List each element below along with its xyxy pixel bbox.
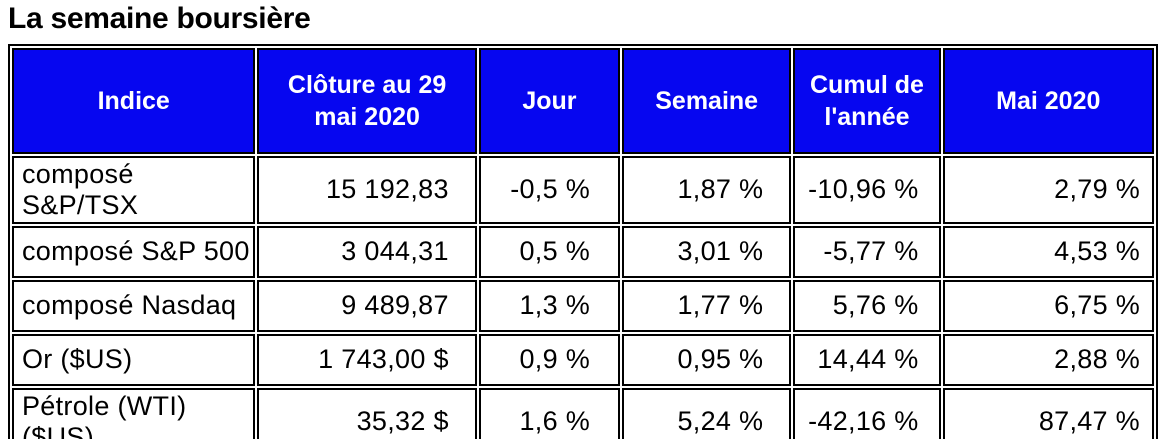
cell-jour: 0,9 % bbox=[478, 333, 621, 386]
col-header-indice: Indice bbox=[12, 47, 256, 154]
cell-cloture: 1 743,00 $ bbox=[257, 333, 477, 386]
table-row: composé S&P 500 3 044,31 0,5 % 3,01 % -5… bbox=[12, 225, 1154, 278]
cell-mai: 4,53 % bbox=[942, 225, 1154, 278]
cell-cloture: 3 044,31 bbox=[257, 225, 477, 278]
cell-indice: Pétrole (WTI) ($US) bbox=[12, 387, 256, 439]
cell-semaine: 3,01 % bbox=[622, 225, 792, 278]
header-row: Indice Clôture au 29 mai 2020 Jour Semai… bbox=[12, 47, 1154, 154]
cell-indice: composé S&P/TSX bbox=[12, 155, 256, 224]
col-header-semaine: Semaine bbox=[622, 47, 792, 154]
cell-mai: 2,79 % bbox=[942, 155, 1154, 224]
table-row: composé S&P/TSX 15 192,83 -0,5 % 1,87 % … bbox=[12, 155, 1154, 224]
cell-indice: composé S&P 500 bbox=[12, 225, 256, 278]
page-title: La semaine boursière bbox=[8, 2, 311, 35]
cell-semaine: 1,77 % bbox=[622, 279, 792, 332]
market-week-table: Indice Clôture au 29 mai 2020 Jour Semai… bbox=[8, 43, 1158, 439]
col-header-cloture: Clôture au 29 mai 2020 bbox=[257, 47, 477, 154]
cell-cumul: 5,76 % bbox=[793, 279, 941, 332]
cell-indice: Or ($US) bbox=[12, 333, 256, 386]
col-header-mai: Mai 2020 bbox=[942, 47, 1154, 154]
cell-mai: 87,47 % bbox=[942, 387, 1154, 439]
cell-semaine: 5,24 % bbox=[622, 387, 792, 439]
cell-cumul: -10,96 % bbox=[793, 155, 941, 224]
table-row: Pétrole (WTI) ($US) 35,32 $ 1,6 % 5,24 %… bbox=[12, 387, 1154, 439]
table-row: Or ($US) 1 743,00 $ 0,9 % 0,95 % 14,44 %… bbox=[12, 333, 1154, 386]
cell-cumul: 14,44 % bbox=[793, 333, 941, 386]
cell-indice: composé Nasdaq bbox=[12, 279, 256, 332]
col-header-cumul: Cumul de l'année bbox=[793, 47, 941, 154]
cell-jour: -0,5 % bbox=[478, 155, 621, 224]
cell-jour: 0,5 % bbox=[478, 225, 621, 278]
cell-semaine: 0,95 % bbox=[622, 333, 792, 386]
table-row: composé Nasdaq 9 489,87 1,3 % 1,77 % 5,7… bbox=[12, 279, 1154, 332]
cell-semaine: 1,87 % bbox=[622, 155, 792, 224]
cell-cumul: -42,16 % bbox=[793, 387, 941, 439]
cell-cloture: 15 192,83 bbox=[257, 155, 477, 224]
cell-jour: 1,3 % bbox=[478, 279, 621, 332]
cell-mai: 2,88 % bbox=[942, 333, 1154, 386]
col-header-jour: Jour bbox=[478, 47, 621, 154]
cell-cumul: -5,77 % bbox=[793, 225, 941, 278]
cell-cloture: 35,32 $ bbox=[257, 387, 477, 439]
cell-jour: 1,6 % bbox=[478, 387, 621, 439]
cell-mai: 6,75 % bbox=[942, 279, 1154, 332]
cell-cloture: 9 489,87 bbox=[257, 279, 477, 332]
